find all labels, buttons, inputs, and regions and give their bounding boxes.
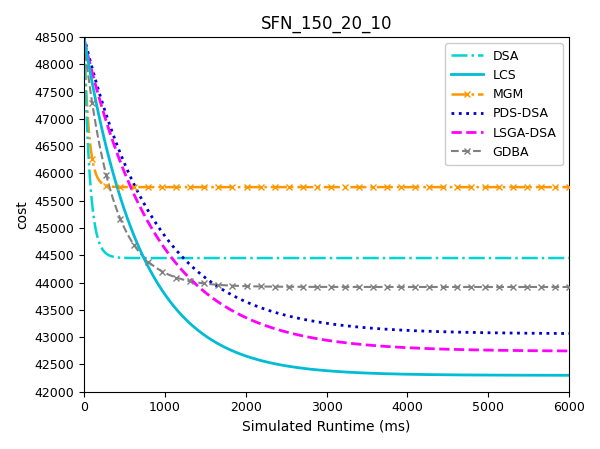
GDBA	[503, 284, 511, 290]
PDS-DSA	[287, 314, 295, 319]
GDBA	[80, 40, 88, 45]
DSA	[556, 255, 563, 261]
Line: PDS-DSA: PDS-DSA	[84, 37, 569, 334]
LSGA-DSA	[164, 251, 172, 256]
Line: DSA: DSA	[84, 37, 569, 258]
LCS	[80, 35, 88, 41]
GDBA	[164, 272, 172, 277]
Title: SFN_150_20_10: SFN_150_20_10	[261, 15, 392, 33]
MGM	[287, 185, 295, 190]
GDBA	[287, 284, 295, 290]
DSA	[287, 255, 295, 261]
Line: GDBA: GDBA	[84, 43, 569, 287]
LSGA-DSA	[287, 330, 295, 336]
MGM	[556, 185, 563, 190]
LCS	[503, 373, 511, 378]
Line: LSGA-DSA: LSGA-DSA	[84, 40, 569, 351]
LCS	[136, 246, 143, 251]
GDBA	[565, 284, 572, 290]
LSGA-DSA	[565, 348, 572, 354]
LCS	[287, 364, 295, 370]
LCS	[565, 373, 572, 378]
LCS	[164, 296, 172, 302]
PDS-DSA	[565, 331, 572, 336]
LSGA-DSA	[556, 348, 563, 354]
DSA	[80, 35, 88, 40]
GDBA	[266, 284, 274, 289]
PDS-DSA	[556, 331, 563, 336]
GDBA	[136, 250, 143, 255]
DSA	[565, 255, 572, 261]
PDS-DSA	[164, 238, 172, 243]
LCS	[266, 360, 274, 365]
DSA	[164, 255, 172, 261]
MGM	[565, 185, 572, 190]
DSA	[277, 255, 284, 261]
MGM	[164, 185, 172, 190]
MGM	[266, 185, 274, 190]
DSA	[266, 255, 274, 261]
MGM	[80, 35, 88, 40]
LSGA-DSA	[503, 348, 511, 353]
LSGA-DSA	[136, 203, 143, 208]
MGM	[504, 185, 511, 190]
GDBA	[556, 284, 563, 290]
Line: LCS: LCS	[84, 38, 569, 375]
LSGA-DSA	[266, 325, 274, 330]
X-axis label: Simulated Runtime (ms): Simulated Runtime (ms)	[242, 420, 411, 434]
Line: MGM: MGM	[84, 38, 569, 187]
Y-axis label: cost: cost	[15, 200, 29, 229]
DSA	[136, 255, 143, 261]
PDS-DSA	[80, 35, 88, 40]
PDS-DSA	[136, 193, 143, 198]
LCS	[556, 373, 563, 378]
MGM	[136, 185, 143, 190]
MGM	[247, 185, 254, 190]
PDS-DSA	[266, 308, 274, 313]
LSGA-DSA	[80, 37, 88, 43]
PDS-DSA	[503, 330, 511, 336]
Legend: DSA, LCS, MGM, PDS-DSA, LSGA-DSA, GDBA: DSA, LCS, MGM, PDS-DSA, LSGA-DSA, GDBA	[445, 43, 563, 165]
DSA	[504, 255, 511, 261]
